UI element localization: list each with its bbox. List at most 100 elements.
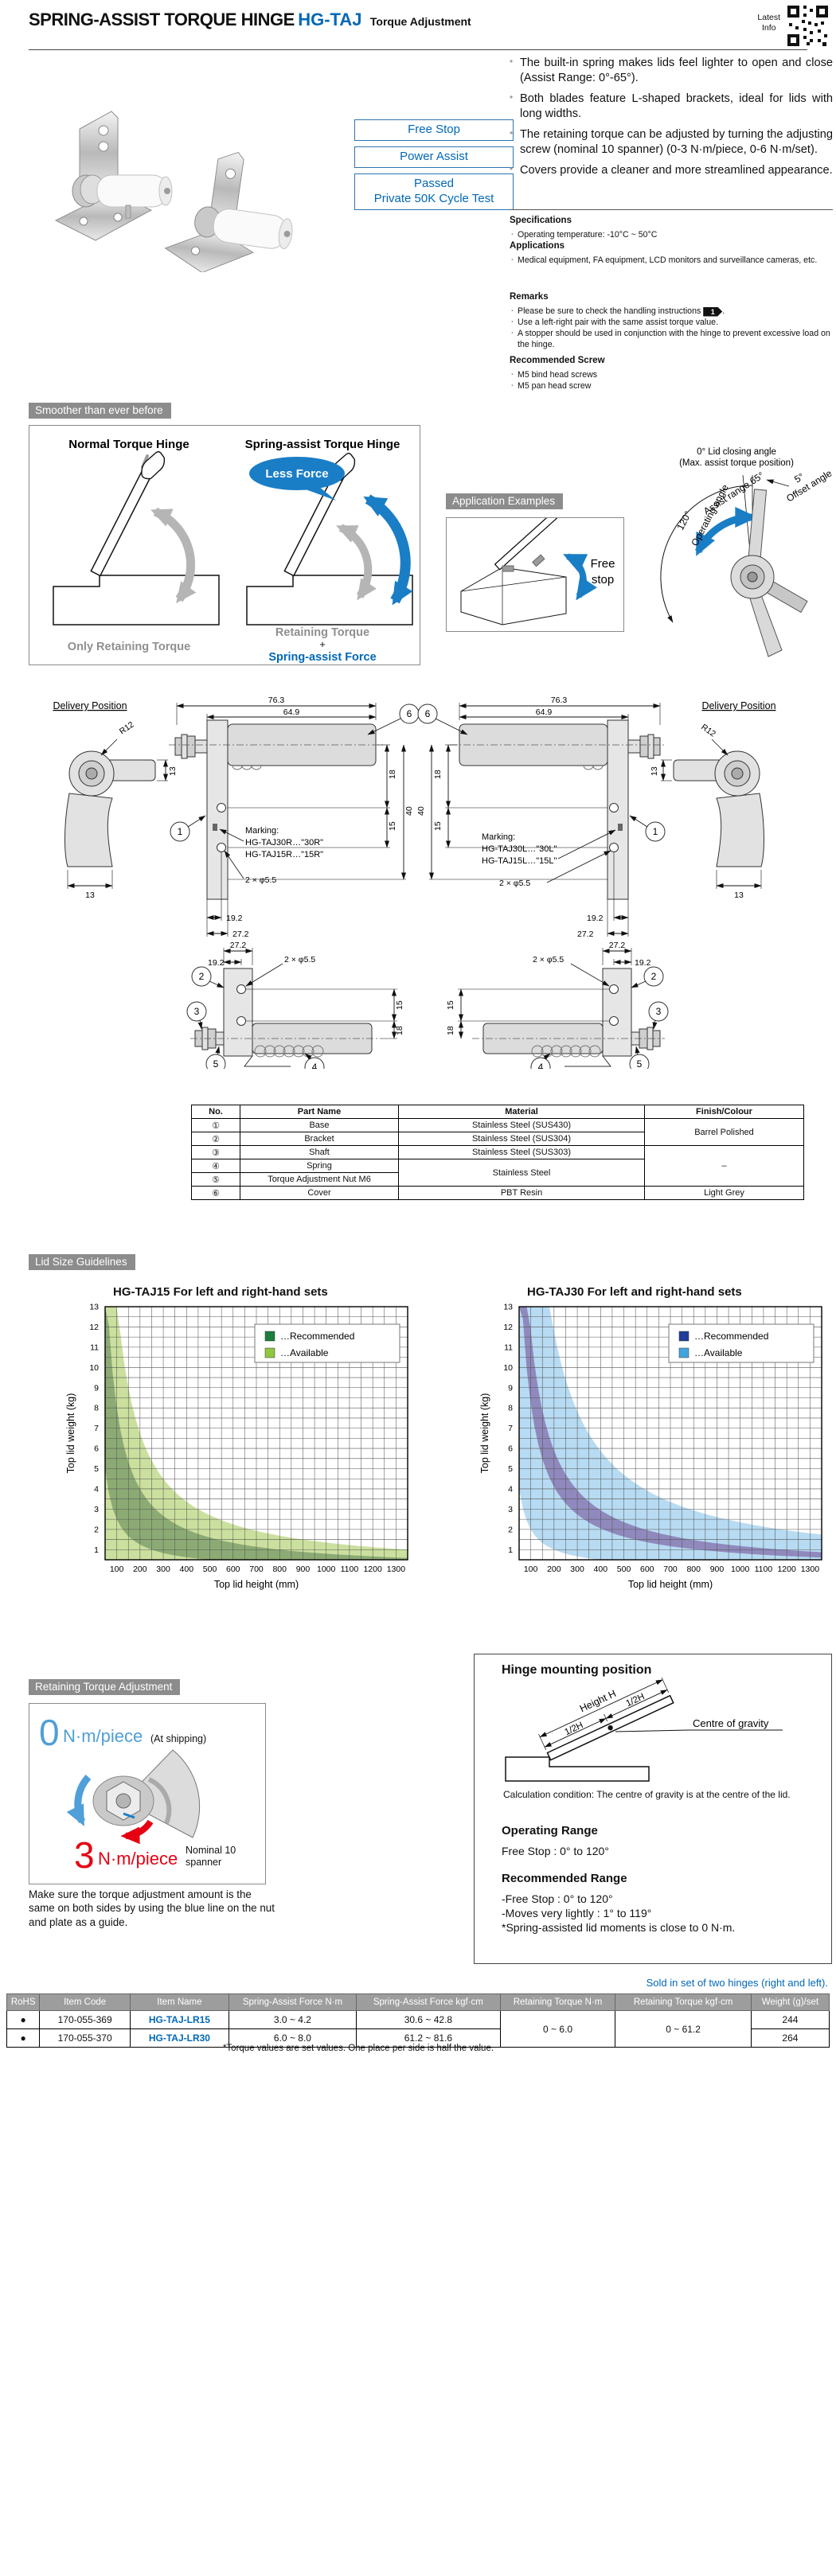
spring-force-caption: Spring-assist Force bbox=[268, 651, 376, 664]
tighten-arrow bbox=[120, 1819, 154, 1845]
svg-text:3: 3 bbox=[194, 1006, 200, 1017]
latest-info-label: Latest Info bbox=[757, 13, 780, 33]
handling-instructions-badge[interactable]: 1 bbox=[703, 306, 723, 317]
parts-header: Finish/Colour bbox=[644, 1105, 804, 1119]
svg-text:27.2: 27.2 bbox=[232, 929, 249, 939]
band-available bbox=[519, 1307, 822, 1560]
order-footnote: *Torque values are set values. One place… bbox=[222, 2044, 494, 2053]
applications-heading: Applications bbox=[510, 241, 565, 251]
svg-text:1300: 1300 bbox=[801, 1565, 820, 1574]
y-axis-label: Top lid weight (kg) bbox=[65, 1393, 76, 1474]
svg-text:1: 1 bbox=[94, 1545, 99, 1555]
rohs-dot: ● bbox=[6, 2010, 41, 2029]
recommended-screw-heading: Recommended Screw bbox=[510, 356, 605, 365]
svg-text:6: 6 bbox=[407, 708, 412, 719]
remarks-item-1-suffix: . bbox=[722, 306, 725, 316]
part-name: Base bbox=[240, 1118, 399, 1132]
centre-of-gravity-label: Centre of gravity bbox=[693, 1717, 769, 1729]
svg-text:4: 4 bbox=[538, 1062, 544, 1069]
specifications-item: Operating temperature: -10°C ~ 50°C bbox=[510, 229, 833, 241]
svg-text:10: 10 bbox=[89, 1363, 99, 1373]
hole-dim: 2 × φ5.5 bbox=[245, 875, 276, 885]
recommended-range-line: -Free Stop : 0° to 120° bbox=[502, 1892, 613, 1905]
item-code: 170-055-369 bbox=[39, 2010, 131, 2029]
svg-text:5: 5 bbox=[213, 1058, 219, 1069]
callout-3 bbox=[648, 1001, 669, 1022]
svg-text:13: 13 bbox=[85, 890, 95, 900]
smoother-panel: Normal Torque Hinge Spring-assist Torque… bbox=[29, 425, 420, 665]
main-view-right-hand: 76.3 64.9 18 15 40 19.2 27.2 Marking: HG… bbox=[169, 696, 420, 939]
legend-label: …Available bbox=[280, 1347, 329, 1358]
table-row[interactable]: ● 170-055-369 HG-TAJ-LR15 3.0 ~ 4.2 30.6… bbox=[6, 2010, 830, 2048]
legend-box bbox=[668, 1323, 815, 1363]
legend-label: …Recommended bbox=[280, 1331, 354, 1342]
item-name-link[interactable]: HG-TAJ-LR30 bbox=[129, 2028, 229, 2048]
svg-text:Marking:: Marking: bbox=[245, 826, 279, 836]
svg-text:18: 18 bbox=[446, 1026, 455, 1035]
svg-text:19.2: 19.2 bbox=[587, 914, 604, 923]
svg-text:13: 13 bbox=[650, 766, 659, 776]
mounting-diagram: Height H 1/2H 1/2H Centre of gravity bbox=[505, 1678, 783, 1782]
product-photo bbox=[54, 111, 293, 272]
r12-label: R12 bbox=[118, 719, 136, 736]
qr-code[interactable] bbox=[786, 4, 830, 48]
hole-dim: 2 × φ5.5 bbox=[499, 879, 530, 888]
svg-text:40: 40 bbox=[416, 806, 426, 816]
parts-header: No. bbox=[191, 1105, 240, 1119]
svg-text:18: 18 bbox=[395, 1026, 404, 1035]
marking-left: Marking: HG-TAJ30L…"30L" HG-TAJ15L…"15L" bbox=[482, 832, 557, 866]
legend-swatch bbox=[264, 1347, 275, 1358]
item-code: 170-055-370 bbox=[39, 2028, 131, 2048]
svg-text:2: 2 bbox=[199, 971, 205, 982]
plus-caption: + bbox=[319, 638, 326, 650]
product-photo-left-hinge bbox=[54, 111, 173, 241]
title-sub: Torque Adjustment bbox=[369, 15, 471, 28]
delivery-position-left: Delivery Position R12 13 13 bbox=[53, 700, 178, 900]
svg-text:64.9: 64.9 bbox=[283, 707, 300, 717]
svg-text:900: 900 bbox=[296, 1565, 311, 1574]
legend-swatch bbox=[678, 1331, 690, 1342]
remarks-item-1-text: Please be sure to check the handling ins… bbox=[518, 306, 701, 316]
svg-text:76.3: 76.3 bbox=[551, 696, 568, 705]
feature-item: Both blades feature L-shaped brackets, i… bbox=[510, 92, 833, 122]
svg-text:200: 200 bbox=[547, 1565, 561, 1574]
badge-free-stop: Free Stop bbox=[354, 119, 514, 141]
operating-range-text: Free Stop : 0° to 120° bbox=[502, 1845, 609, 1857]
callout-1 bbox=[170, 821, 190, 842]
zero-torque-unit: N·m/piece bbox=[63, 1726, 143, 1746]
hole-dim: 2 × φ5.5 bbox=[533, 955, 564, 965]
normal-hinge-caption: Only Retaining Torque bbox=[68, 641, 190, 653]
svg-text:13: 13 bbox=[89, 1303, 99, 1312]
screw-item-2: M5 pan head screw bbox=[510, 380, 833, 392]
shaft-assembly bbox=[627, 734, 661, 759]
svg-text:300: 300 bbox=[570, 1565, 584, 1574]
part-material: Stainless Steel (SUS304) bbox=[398, 1132, 645, 1146]
svg-text:2: 2 bbox=[508, 1525, 513, 1534]
applications-item: Medical equipment, FA equipment, LCD mon… bbox=[510, 255, 833, 267]
retaining-torque-nm: 0 ~ 6.0 bbox=[499, 2010, 616, 2048]
spanner-note-1: Nominal 10 bbox=[186, 1845, 236, 1856]
svg-text:Delivery Position: Delivery Position bbox=[701, 700, 775, 711]
svg-text:8: 8 bbox=[94, 1404, 99, 1413]
part-no: ⑥ bbox=[191, 1186, 240, 1200]
chart-title: HG-TAJ30 For left and right-hand sets bbox=[527, 1285, 742, 1299]
svg-text:64.9: 64.9 bbox=[536, 707, 553, 717]
blue-assist-arrow bbox=[363, 494, 413, 606]
table-row[interactable]: ● 170-055-370 HG-TAJ-LR30 6.0 ~ 8.0 61.2… bbox=[6, 2028, 830, 2048]
order-header: Retaining Torque kgf·cm bbox=[615, 1993, 752, 2011]
free-stop-arrow bbox=[563, 553, 597, 601]
svg-text:4: 4 bbox=[508, 1484, 513, 1494]
table-row: ⑤ Torque Adjustment Nut M6 bbox=[191, 1172, 804, 1187]
svg-text:13: 13 bbox=[734, 890, 744, 900]
callout-4 bbox=[304, 1057, 325, 1069]
part-no: ④ bbox=[191, 1159, 240, 1173]
callout-5 bbox=[629, 1054, 650, 1069]
operating-range-heading: Operating Range bbox=[502, 1824, 598, 1837]
part-name: Bracket bbox=[240, 1132, 399, 1146]
svg-text:700: 700 bbox=[663, 1565, 678, 1574]
item-name-link[interactable]: HG-TAJ-LR15 bbox=[129, 2010, 229, 2029]
svg-text:6: 6 bbox=[508, 1444, 513, 1454]
order-header: Spring-Assist Force kgf·cm bbox=[356, 1993, 501, 2011]
svg-text:100: 100 bbox=[524, 1565, 538, 1574]
svg-text:5: 5 bbox=[508, 1464, 513, 1474]
